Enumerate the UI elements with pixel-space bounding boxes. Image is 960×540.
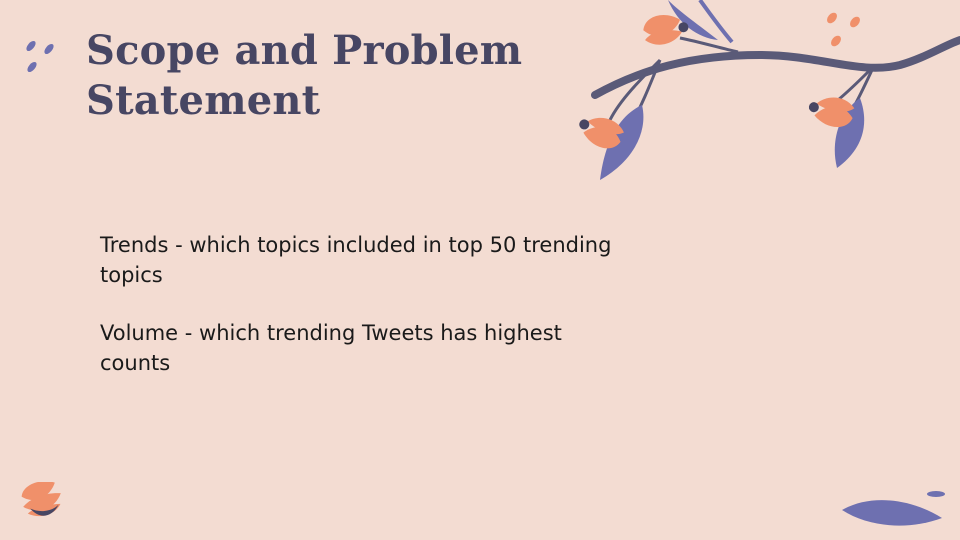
leaf-icon [842,491,945,526]
bullet-trends: Trends - which topics included in top 50… [100,233,612,287]
flower-branch-icon [579,0,960,180]
bullet-volume: Volume - which trending Tweets has highe… [100,321,562,375]
flower-icon [21,482,61,517]
body-text: Trends - which topics included in top 50… [100,230,620,406]
slide-title: Scope and Problem Statement [86,27,523,124]
dots-icon [26,40,54,73]
